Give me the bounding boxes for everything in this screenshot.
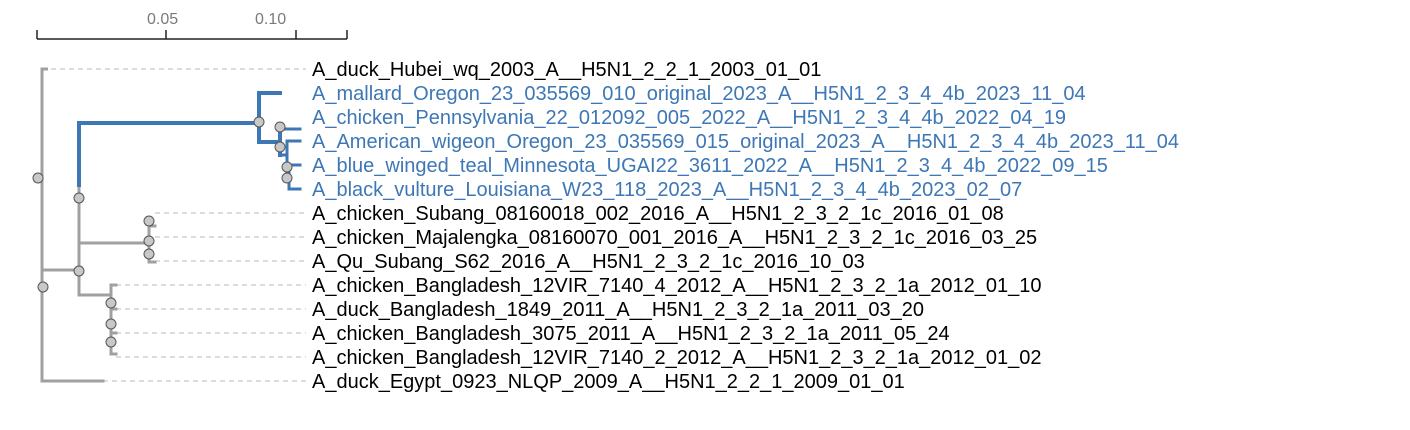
leaf-label: A_chicken_Bangladesh_12VIR_7140_2_2012_A… <box>312 347 1042 369</box>
tree-node[interactable] <box>274 121 286 133</box>
tree-node[interactable] <box>105 297 117 309</box>
scale-bar: 0.05 0.10 <box>36 11 348 40</box>
leaf-label: A_chicken_Bangladesh_3075_2011_A__H5N1_2… <box>312 323 950 345</box>
leaf-label: A_Qu_Subang_S62_2016_A__H5N1_2_3_2_1c_20… <box>312 251 865 273</box>
tree-node[interactable] <box>105 336 117 348</box>
scale-tick-label: 0.10 <box>255 11 286 28</box>
leaf-label: A_American_wigeon_Oregon_23_035569_015_o… <box>312 131 1179 153</box>
tree-node[interactable] <box>32 172 44 184</box>
leaf-label: A_chicken_Pennsylvania_22_012092_005_202… <box>312 107 1066 129</box>
leaf-label: A_chicken_Subang_08160018_002_2016_A__H5… <box>312 203 1004 225</box>
tree-node[interactable] <box>274 141 286 153</box>
leaf-label: A_black_vulture_Louisiana_W23_118_2023_A… <box>312 179 1022 201</box>
tree-node[interactable] <box>143 248 155 260</box>
leaf-label: A_blue_winged_teal_Minnesota_UGAI22_3611… <box>312 155 1108 177</box>
leader-lines <box>42 68 306 382</box>
tree-node[interactable] <box>37 281 49 293</box>
tree-node[interactable] <box>73 192 85 204</box>
tree-node[interactable] <box>143 235 155 247</box>
scale-tick-label: 0.05 <box>147 11 178 28</box>
tree-node[interactable] <box>281 161 293 173</box>
leaf-label: A_chicken_Bangladesh_12VIR_7140_4_2012_A… <box>312 275 1042 297</box>
tree-node[interactable] <box>281 172 293 184</box>
leaf-label: A_duck_Bangladesh_1849_2011_A__H5N1_2_3_… <box>312 299 924 321</box>
leaf-labels: A_duck_Hubei_wq_2003_A__H5N1_2_2_1_2003_… <box>312 59 1179 393</box>
internal-nodes <box>32 116 293 348</box>
leaf-label: A_mallard_Oregon_23_035569_010_original_… <box>312 83 1086 105</box>
leaf-label: A_duck_Hubei_wq_2003_A__H5N1_2_2_1_2003_… <box>312 59 821 81</box>
tree-node[interactable] <box>253 116 265 128</box>
branches <box>40 67 302 383</box>
tree-node[interactable] <box>73 265 85 277</box>
tree-node[interactable] <box>105 318 117 330</box>
leaf-label: A_duck_Egypt_0923_NLQP_2009_A__H5N1_2_2_… <box>312 371 905 393</box>
leaf-label: A_chicken_Majalengka_08160070_001_2016_A… <box>312 227 1037 249</box>
tree-node[interactable] <box>143 215 155 227</box>
